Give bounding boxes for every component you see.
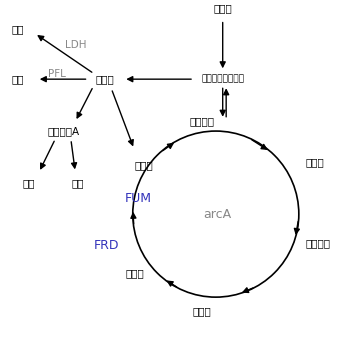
Text: 草酰乙酸: 草酰乙酸 <box>189 116 214 126</box>
Text: 柠檬酸: 柠檬酸 <box>306 157 325 167</box>
Text: FUM: FUM <box>125 192 151 205</box>
Text: 富马酸: 富马酸 <box>126 268 145 278</box>
Text: 乙醇: 乙醇 <box>22 178 34 188</box>
Text: 磷酸烯醇式丙酮酸: 磷酸烯醇式丙酮酸 <box>201 75 244 84</box>
Text: 苹果酸: 苹果酸 <box>134 160 153 171</box>
Text: 甲酸: 甲酸 <box>12 74 24 84</box>
Text: 乙酸: 乙酸 <box>71 178 84 188</box>
Text: 乙酰辅酶A: 乙酰辅酶A <box>48 126 80 136</box>
Text: 葡萄糖: 葡萄糖 <box>213 3 232 14</box>
Text: 琥珀酸: 琥珀酸 <box>193 306 211 316</box>
Text: PFL: PFL <box>48 69 65 79</box>
Text: FRD: FRD <box>94 239 120 252</box>
Text: 乳酸: 乳酸 <box>12 24 24 34</box>
Text: 异柠檬酸: 异柠檬酸 <box>306 238 331 248</box>
Text: LDH: LDH <box>65 40 86 49</box>
Text: 丙酮酸: 丙酮酸 <box>96 74 114 84</box>
Text: arcA: arcA <box>203 208 232 221</box>
